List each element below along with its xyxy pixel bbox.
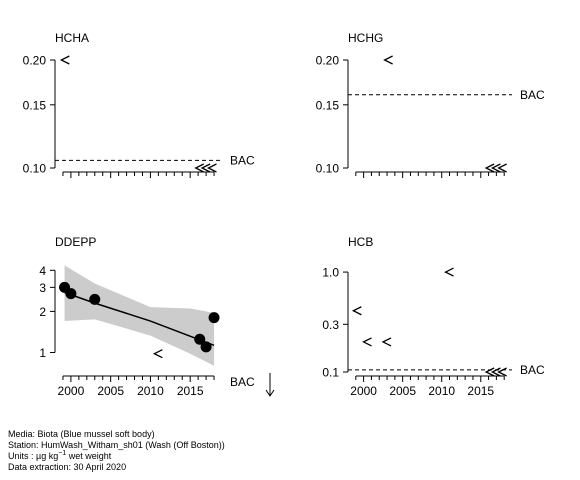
panel-hchg: HCHG 0.10 0.15 0.20 BAC: [316, 31, 545, 178]
data-point: [200, 341, 212, 353]
y-tick-label: 0.10: [316, 162, 340, 176]
station-note: Station: HumWash_Witham_sh01 (Wash (Off …: [8, 440, 225, 450]
x-tick-label: 2015: [177, 384, 204, 398]
less-than-point: [444, 267, 454, 277]
panel-ddepp: DDEPP 1 2 3 4 2000 2005 2010 2015 BAC: [39, 235, 275, 398]
less-than-point: [362, 337, 372, 347]
y-tick-label: 1.0: [322, 266, 339, 280]
x-tick-label: 2000: [350, 384, 377, 398]
panel-title: HCB: [348, 235, 373, 249]
less-than-point: [351, 306, 362, 316]
confidence-band: [64, 265, 215, 366]
y-tick-label: 0.15: [23, 98, 47, 112]
bac-label: BAC: [520, 88, 545, 102]
less-than-point: [152, 349, 163, 359]
less-than-point: [207, 163, 217, 173]
y-tick-label: 0.15: [316, 98, 340, 112]
x-tick-label: 2010: [428, 384, 455, 398]
less-than-point: [490, 367, 501, 377]
less-than-point: [490, 163, 501, 173]
less-than-point: [200, 163, 211, 173]
media-note: Media: Biota (Blue mussel soft body): [8, 429, 155, 439]
less-than-point: [381, 337, 392, 347]
y-tick-label: 0.20: [23, 54, 47, 68]
x-tick-label: 2005: [97, 384, 124, 398]
y-tick-label: 0.3: [322, 318, 339, 332]
units-prefix: Units :: [8, 451, 37, 461]
panel-hcb: HCB 0.1 0.3 1.0 2000 2005 2010 2015 BAC: [322, 235, 545, 398]
y-tick-label: 0.10: [23, 162, 47, 176]
bac-label: BAC: [520, 363, 545, 377]
bac-arrow-head: [265, 389, 275, 397]
y-tick-label: 3: [39, 281, 46, 295]
bac-label: BAC: [230, 375, 255, 389]
extraction-note: Data extraction: 30 April 2020: [8, 462, 127, 472]
chart-footer: Media: Biota (Blue mussel soft body) Sta…: [8, 429, 225, 473]
trend-line: [64, 291, 215, 346]
y-tick-label: 4: [39, 264, 46, 278]
less-than-point: [484, 163, 495, 173]
data-point: [65, 288, 77, 300]
less-than-point: [59, 55, 70, 65]
data-point: [208, 312, 220, 324]
chart-area: HCHA0.100.150.20BACHCHG0.100.150.20BACDD…: [23, 31, 545, 398]
units-suffix: wet weight: [66, 451, 112, 461]
less-than-point: [484, 367, 495, 377]
x-tick-label: 2005: [389, 384, 416, 398]
panel-title: HCHG: [348, 31, 383, 45]
y-tick-label: 0.1: [322, 366, 339, 380]
bac-label: BAC: [230, 153, 255, 167]
panel-title: HCHA: [55, 31, 89, 45]
y-tick-label: 1: [39, 346, 46, 360]
panel-title: DDEPP: [55, 235, 96, 249]
x-tick-label: 2015: [467, 384, 494, 398]
y-tick-label: 2: [39, 305, 46, 319]
units-mu: µg kg: [36, 451, 59, 461]
panel-hcha: HCHA 0.10 0.15 0.20 BAC: [23, 31, 255, 178]
less-than-point: [194, 163, 205, 173]
units-exponent: −1: [58, 450, 67, 457]
x-tick-label: 2000: [58, 384, 85, 398]
data-point: [194, 333, 206, 345]
less-than-point: [497, 163, 507, 173]
data-point: [89, 293, 101, 305]
y-tick-label: 0.20: [316, 54, 340, 68]
less-than-point: [497, 367, 507, 377]
less-than-point: [383, 55, 393, 65]
x-tick-label: 2010: [137, 384, 164, 398]
units-note: Units : µg kg−1 wet weight: [8, 450, 225, 462]
